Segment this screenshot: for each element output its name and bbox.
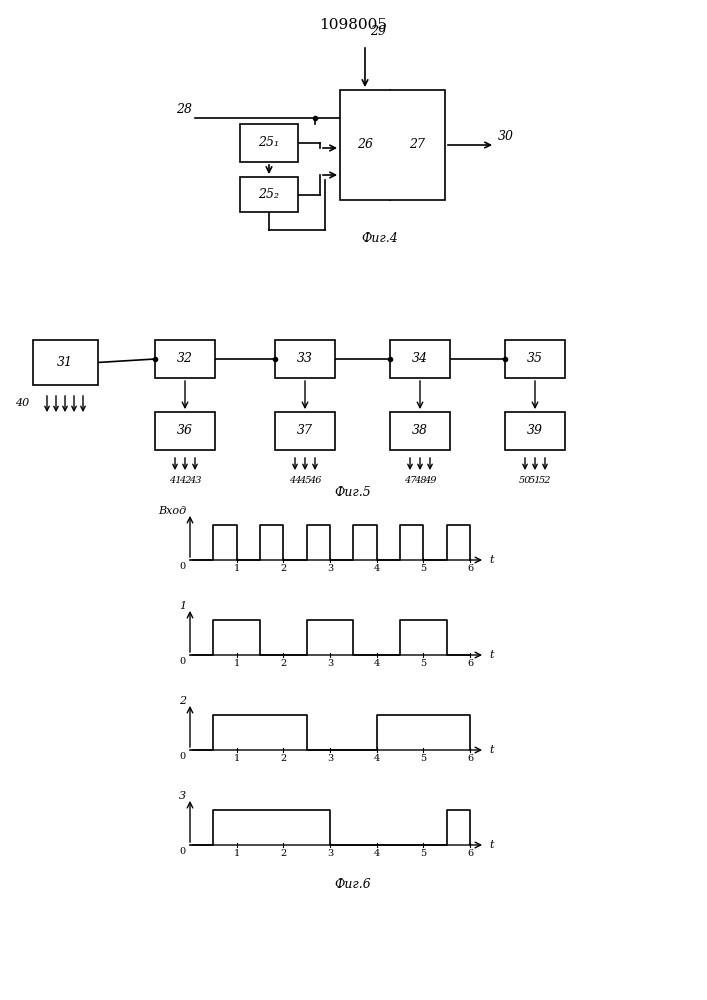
Text: 2: 2 — [280, 849, 286, 858]
Text: 37: 37 — [297, 424, 313, 438]
Text: 2: 2 — [179, 696, 186, 706]
Bar — [340, 90, 445, 200]
Text: 50: 50 — [519, 476, 531, 485]
Text: 6: 6 — [467, 849, 473, 858]
Text: t: t — [489, 555, 493, 565]
Text: 3: 3 — [327, 564, 333, 573]
Text: 2: 2 — [280, 754, 286, 763]
Text: 0: 0 — [180, 752, 186, 761]
Text: 44: 44 — [288, 476, 301, 485]
Text: 3: 3 — [327, 754, 333, 763]
Text: t: t — [489, 840, 493, 850]
Text: 30: 30 — [498, 130, 514, 143]
Text: 4: 4 — [373, 659, 380, 668]
Text: 45: 45 — [299, 476, 311, 485]
Text: 32: 32 — [177, 353, 193, 365]
Text: 1: 1 — [179, 601, 186, 611]
Text: 31: 31 — [57, 356, 73, 369]
Text: 25₁: 25₁ — [259, 136, 279, 149]
Text: 51: 51 — [529, 476, 542, 485]
Bar — [505, 412, 565, 450]
Text: 4: 4 — [373, 754, 380, 763]
Text: 6: 6 — [467, 564, 473, 573]
Bar — [505, 340, 565, 378]
Text: 27: 27 — [409, 138, 426, 151]
Text: t: t — [489, 650, 493, 660]
Text: Вход: Вход — [158, 506, 186, 516]
Text: 48: 48 — [414, 476, 426, 485]
Bar — [390, 340, 450, 378]
Bar — [275, 412, 335, 450]
Text: 0: 0 — [180, 562, 186, 571]
Text: 40: 40 — [15, 398, 29, 408]
Text: 42: 42 — [179, 476, 192, 485]
Text: Фиг.4: Фиг.4 — [361, 232, 398, 244]
Text: 52: 52 — [539, 476, 551, 485]
Text: 0: 0 — [180, 657, 186, 666]
Text: t: t — [489, 745, 493, 755]
Text: 35: 35 — [527, 353, 543, 365]
Text: 1: 1 — [233, 564, 240, 573]
Text: 39: 39 — [527, 424, 543, 438]
Text: 1: 1 — [233, 659, 240, 668]
Text: 5: 5 — [420, 754, 426, 763]
Text: 6: 6 — [467, 754, 473, 763]
Bar — [275, 340, 335, 378]
Text: 49: 49 — [423, 476, 436, 485]
Text: 2: 2 — [280, 659, 286, 668]
Text: 3: 3 — [327, 849, 333, 858]
Text: 1: 1 — [233, 754, 240, 763]
Bar — [33, 340, 98, 385]
Text: 3: 3 — [327, 659, 333, 668]
Bar — [155, 340, 215, 378]
Text: 6: 6 — [467, 659, 473, 668]
Text: 5: 5 — [420, 564, 426, 573]
Text: 33: 33 — [297, 353, 313, 365]
Text: 4: 4 — [373, 564, 380, 573]
Text: 1098005: 1098005 — [319, 18, 387, 32]
Text: 28: 28 — [176, 103, 192, 116]
Bar — [155, 412, 215, 450]
Text: 26: 26 — [357, 138, 373, 151]
Text: 5: 5 — [420, 659, 426, 668]
Text: 43: 43 — [189, 476, 201, 485]
Text: 38: 38 — [412, 424, 428, 438]
Text: 36: 36 — [177, 424, 193, 438]
Text: Фиг.5: Фиг.5 — [334, 486, 371, 498]
Text: 41: 41 — [169, 476, 181, 485]
Text: 25₂: 25₂ — [259, 188, 279, 201]
Text: 5: 5 — [420, 849, 426, 858]
Bar — [390, 412, 450, 450]
Text: 46: 46 — [309, 476, 321, 485]
Text: 3: 3 — [179, 791, 186, 801]
Text: 34: 34 — [412, 353, 428, 365]
Bar — [240, 124, 298, 162]
Text: 1: 1 — [233, 849, 240, 858]
Text: 0: 0 — [180, 847, 186, 856]
Text: 47: 47 — [404, 476, 416, 485]
Text: 2: 2 — [280, 564, 286, 573]
Bar — [240, 177, 298, 212]
Text: 29: 29 — [370, 25, 386, 38]
Text: Фиг.6: Фиг.6 — [334, 879, 371, 892]
Text: 4: 4 — [373, 849, 380, 858]
